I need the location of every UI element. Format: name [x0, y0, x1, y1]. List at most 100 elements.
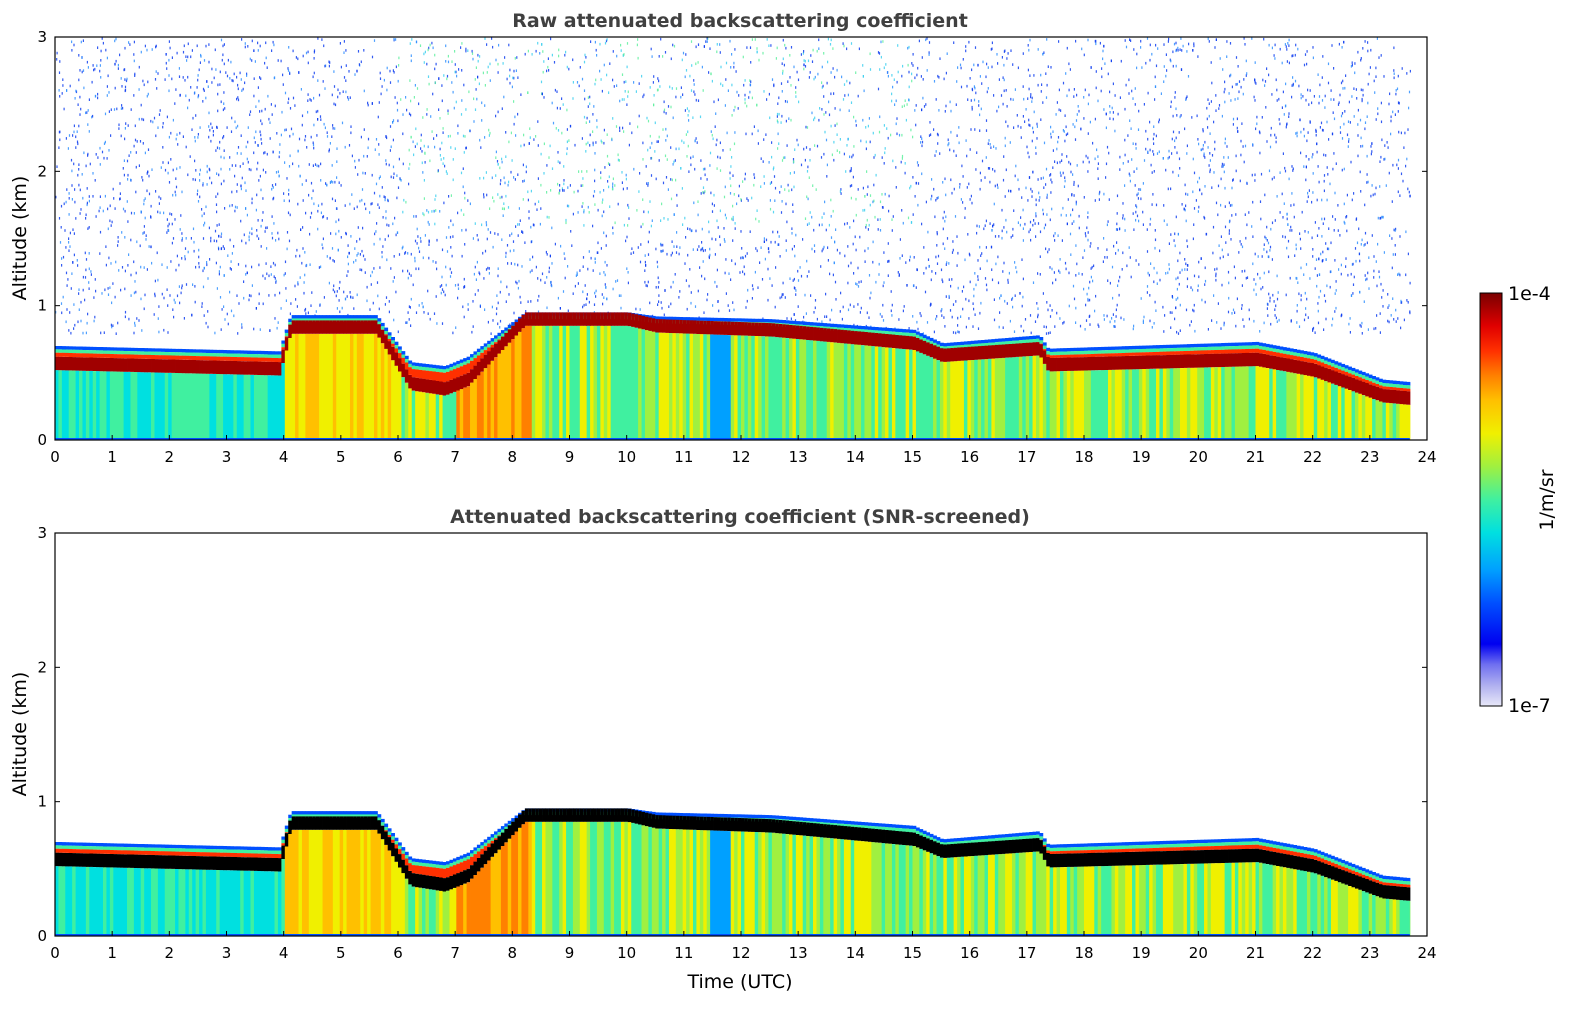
noise-point — [409, 162, 411, 166]
noise-point — [944, 247, 946, 250]
noise-point — [1307, 131, 1309, 134]
noise-point — [232, 79, 234, 83]
noise-point — [1109, 281, 1111, 285]
noise-point — [688, 284, 690, 288]
noise-point — [259, 174, 261, 178]
noise-point — [831, 308, 833, 312]
noise-point — [987, 142, 989, 145]
noise-point — [346, 274, 348, 277]
noise-point — [1231, 85, 1233, 89]
noise-point — [493, 199, 495, 203]
noise-point — [450, 146, 452, 149]
noise-point — [1238, 251, 1240, 254]
noise-point — [842, 98, 845, 101]
noise-point — [157, 72, 159, 75]
noise-point — [865, 126, 867, 129]
noise-point — [1090, 275, 1092, 279]
noise-point — [1332, 167, 1334, 171]
noise-point — [600, 176, 602, 180]
noise-point — [1259, 330, 1261, 333]
noise-point — [1136, 205, 1138, 209]
noise-point — [990, 48, 992, 51]
noise-point — [678, 296, 680, 299]
noise-point — [1395, 308, 1397, 312]
noise-point — [1251, 225, 1253, 228]
noise-point — [1235, 324, 1237, 328]
noise-point — [1190, 286, 1192, 289]
noise-point — [448, 226, 450, 229]
noise-point — [298, 164, 300, 168]
noise-point — [339, 92, 341, 95]
noise-point — [1204, 300, 1206, 304]
noise-point — [689, 74, 691, 78]
noise-point — [1224, 87, 1226, 91]
noise-point — [686, 107, 688, 110]
noise-point — [1039, 255, 1041, 258]
noise-point — [1106, 248, 1108, 251]
noise-point — [958, 330, 960, 334]
noise-point — [237, 87, 239, 91]
noise-point — [853, 219, 855, 223]
noise-point — [1323, 217, 1326, 221]
noise-point — [1204, 279, 1207, 283]
noise-point — [1286, 217, 1288, 221]
noise-point — [844, 254, 846, 258]
noise-point — [340, 65, 342, 69]
noise-point — [857, 188, 859, 191]
noise-point — [168, 181, 171, 184]
noise-point — [313, 202, 315, 206]
noise-point — [218, 147, 221, 150]
noise-point — [875, 280, 877, 284]
noise-point — [1101, 75, 1103, 79]
noise-point — [1023, 329, 1025, 333]
noise-point — [530, 240, 532, 244]
noise-point — [62, 84, 64, 87]
noise-point — [622, 126, 624, 130]
noise-point — [354, 247, 356, 250]
noise-point — [183, 44, 185, 48]
noise-point — [174, 102, 176, 105]
noise-point — [434, 53, 436, 57]
noise-point — [93, 296, 95, 299]
noise-point — [1193, 274, 1196, 278]
noise-point — [789, 277, 791, 280]
noise-point — [747, 288, 749, 292]
noise-point — [1215, 274, 1217, 278]
noise-point — [1379, 185, 1381, 188]
noise-point — [434, 198, 436, 201]
noise-point — [388, 300, 390, 303]
noise-point — [277, 321, 279, 324]
noise-point — [991, 47, 993, 51]
noise-point — [781, 62, 783, 65]
noise-point — [1058, 40, 1060, 43]
noise-point — [901, 157, 903, 160]
noise-point — [973, 287, 975, 291]
noise-point — [353, 207, 355, 210]
noise-point — [566, 204, 569, 208]
noise-point — [1037, 222, 1040, 225]
noise-point — [199, 179, 201, 182]
noise-point — [80, 300, 82, 304]
noise-point — [92, 195, 94, 198]
noise-point — [1154, 246, 1156, 250]
noise-point — [535, 265, 537, 269]
noise-point — [144, 293, 146, 297]
noise-point — [946, 261, 948, 264]
noise-point — [265, 41, 267, 45]
noise-point — [1379, 217, 1381, 220]
noise-point — [975, 168, 977, 171]
noise-point — [345, 232, 347, 236]
noise-point — [865, 223, 867, 227]
noise-point — [626, 267, 628, 270]
noise-point — [85, 111, 87, 115]
noise-point — [1213, 294, 1215, 297]
noise-point — [1103, 192, 1105, 196]
noise-point — [728, 309, 731, 312]
noise-point — [1362, 144, 1364, 148]
noise-point — [866, 193, 868, 196]
noise-point — [412, 283, 414, 287]
noise-point — [1300, 266, 1302, 270]
noise-point — [511, 232, 513, 236]
noise-point — [497, 322, 499, 326]
noise-point — [307, 99, 309, 102]
